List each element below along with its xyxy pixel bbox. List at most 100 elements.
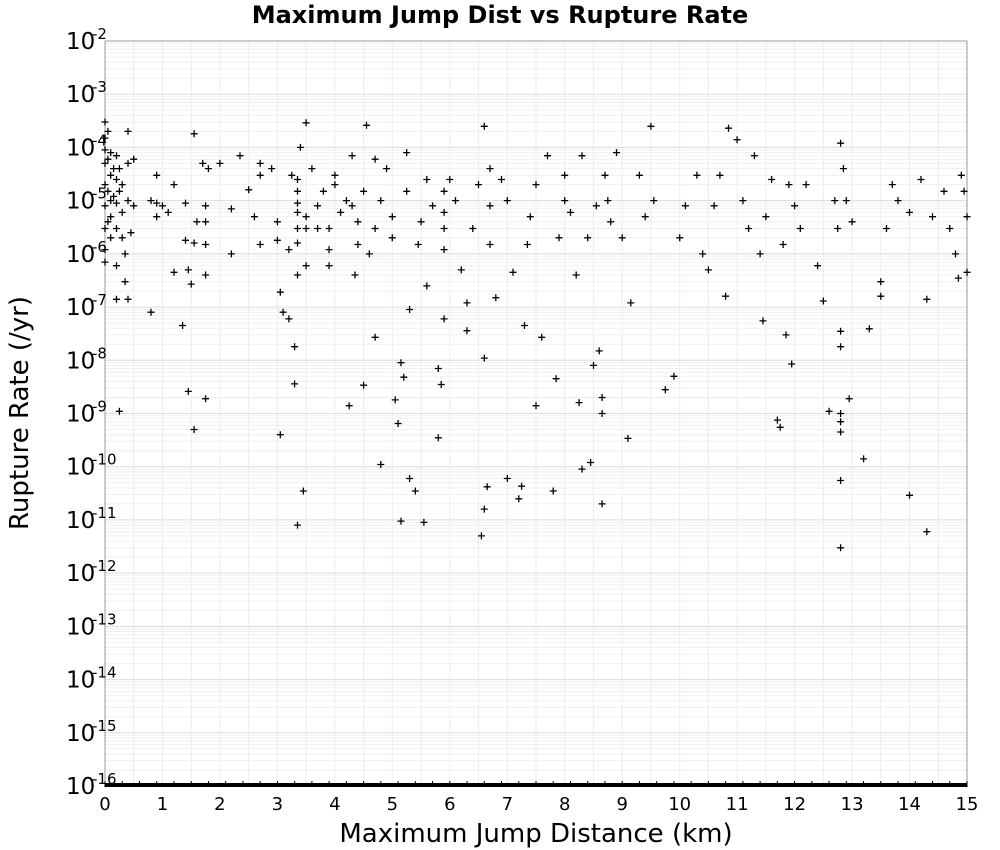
data-point: [345, 402, 353, 410]
data-point: [440, 225, 448, 232]
y-tick-exponent: -3: [92, 78, 107, 96]
data-point: [523, 241, 531, 248]
data-point: [388, 234, 396, 242]
y-axis-label: Rupture Rate (/yr): [5, 296, 35, 530]
data-point: [785, 181, 793, 189]
data-point: [273, 218, 281, 226]
data-point: [107, 149, 115, 157]
data-point: [256, 159, 264, 167]
data-point: [578, 152, 586, 160]
data-point: [773, 416, 781, 424]
data-point: [796, 225, 804, 232]
data-point: [480, 354, 488, 362]
data-point: [414, 241, 422, 248]
data-points: [101, 118, 971, 552]
data-point: [538, 333, 546, 341]
data-point: [745, 225, 753, 232]
data-point: [236, 152, 244, 160]
data-point: [314, 225, 322, 232]
data-point: [360, 381, 368, 389]
data-point: [294, 521, 301, 529]
data-point: [877, 278, 885, 286]
data-point: [113, 225, 120, 232]
data-point: [492, 294, 500, 302]
y-tick-labels: 10-1610-1510-1410-1310-1210-1110-1010-91…: [66, 25, 117, 800]
data-point: [486, 165, 494, 173]
data-point: [503, 475, 511, 482]
data-point: [526, 213, 534, 221]
data-point: [446, 176, 454, 183]
data-point: [294, 199, 301, 207]
grid: [104, 41, 968, 787]
y-tick-exponent: -5: [92, 185, 107, 203]
data-point: [164, 208, 172, 216]
data-point: [837, 139, 845, 147]
x-tick-label: 4: [329, 794, 340, 815]
data-point: [906, 491, 913, 499]
data-point: [946, 225, 954, 232]
data-point: [104, 127, 112, 135]
data-point: [199, 159, 207, 167]
data-point: [153, 171, 161, 179]
y-tick-exponent: -16: [92, 770, 117, 788]
data-point: [182, 236, 189, 244]
data-point: [848, 218, 856, 226]
data-point: [113, 262, 120, 270]
data-point: [101, 246, 109, 254]
data-point: [877, 292, 885, 300]
x-tick-label: 6: [444, 794, 455, 815]
y-tick-exponent: -2: [92, 25, 107, 43]
data-point: [759, 317, 767, 325]
data-point: [342, 197, 350, 205]
y-tick-label: 10: [66, 774, 95, 800]
data-point: [202, 271, 210, 279]
data-point: [276, 431, 284, 439]
data-point: [101, 225, 109, 232]
data-point: [572, 271, 580, 279]
data-point: [782, 331, 790, 339]
data-point: [624, 434, 632, 442]
data-point: [184, 387, 192, 395]
x-tick-label: 0: [99, 794, 110, 815]
data-point: [590, 361, 597, 369]
data-point: [107, 213, 115, 221]
data-point: [883, 225, 890, 232]
data-point: [365, 250, 373, 258]
data-point: [607, 218, 615, 226]
data-point: [273, 236, 281, 244]
data-point: [725, 124, 732, 132]
data-point: [294, 208, 301, 216]
data-point: [440, 315, 448, 323]
y-tick-exponent: -6: [92, 238, 107, 256]
x-tick-label: 14: [898, 794, 921, 815]
data-point: [776, 423, 784, 431]
data-point: [377, 197, 385, 205]
data-point: [285, 246, 293, 254]
data-point: [107, 197, 115, 205]
data-point: [831, 197, 839, 205]
data-point: [434, 434, 442, 442]
data-point: [704, 266, 712, 274]
data-point: [121, 250, 129, 258]
data-point: [768, 176, 776, 183]
data-point: [302, 225, 310, 232]
data-point: [101, 159, 109, 167]
data-point: [837, 544, 845, 552]
data-point: [509, 268, 517, 276]
data-point: [403, 149, 411, 157]
data-point: [598, 500, 606, 508]
data-point: [190, 426, 198, 433]
data-point: [845, 395, 853, 403]
data-point: [960, 187, 968, 195]
data-point: [406, 475, 414, 482]
data-point: [101, 118, 109, 126]
data-point: [722, 292, 730, 300]
data-point: [750, 152, 758, 160]
data-point: [101, 146, 109, 154]
data-point: [440, 187, 448, 195]
data-point: [110, 192, 118, 200]
floor-band: [104, 781, 968, 787]
data-point: [308, 165, 316, 173]
data-point: [124, 197, 132, 205]
data-point: [337, 208, 345, 216]
